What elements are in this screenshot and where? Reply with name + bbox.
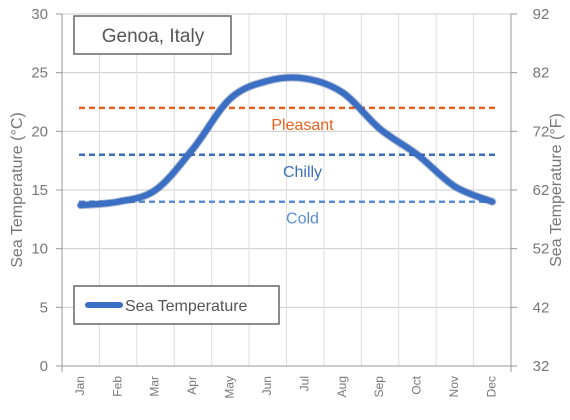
x-tick-label: Jan [73,376,87,395]
y-tick-left: 0 [40,358,48,375]
title-box: Genoa, Italy [73,15,232,55]
x-tick-label: Sep [372,376,386,398]
axes: 0 32 5 42 10 52 15 62 20 72 25 82 30 92 Jan Feb Mar Apr Ma… [9,6,565,399]
y-tick-right: 72 [533,123,550,140]
x-tick-label: Nov [447,376,461,397]
series-line [77,74,496,209]
x-tick-label: Feb [110,376,124,397]
reference-bands: Pleasant Chilly Cold [79,106,497,228]
x-tick-label: Mar [148,376,162,397]
legend: Sea Temperature [73,285,280,325]
y-tick-left: 10 [31,241,48,258]
x-tick-label: Jun [260,376,274,395]
y-tick-right: 62 [533,182,550,199]
y-tick-right: 42 [533,299,550,316]
y-tick-right: 82 [533,65,550,82]
y-tick-left: 30 [31,6,48,23]
y-tick-right: 52 [533,241,550,258]
legend-label: Sea Temperature [125,298,248,315]
x-tick-label: May [223,376,237,399]
y-tick-left: 20 [31,123,48,140]
x-tick-label: Aug [335,376,349,397]
y-axis-title-right: Sea Temperature (°F) [548,113,565,267]
y-tick-left: 15 [31,182,48,199]
y-tick-right: 32 [533,358,550,375]
x-tick-label: Jul [297,376,311,391]
title-box-frame [73,15,232,55]
band-label: Cold [286,211,319,228]
chart-title: Genoa, Italy [102,26,205,47]
x-tick-label: Oct [410,375,424,394]
y-tick-right: 92 [533,6,550,23]
x-tick-label: Dec [484,376,498,397]
band-label: Pleasant [271,117,334,134]
band-label: Chilly [283,164,322,181]
y-tick-left: 5 [40,299,48,316]
y-axis-title-left: Sea Temperature (°C) [9,112,26,268]
x-tick-label: Apr [185,376,199,395]
y-tick-left: 25 [31,65,48,82]
series-layer [76,73,497,210]
